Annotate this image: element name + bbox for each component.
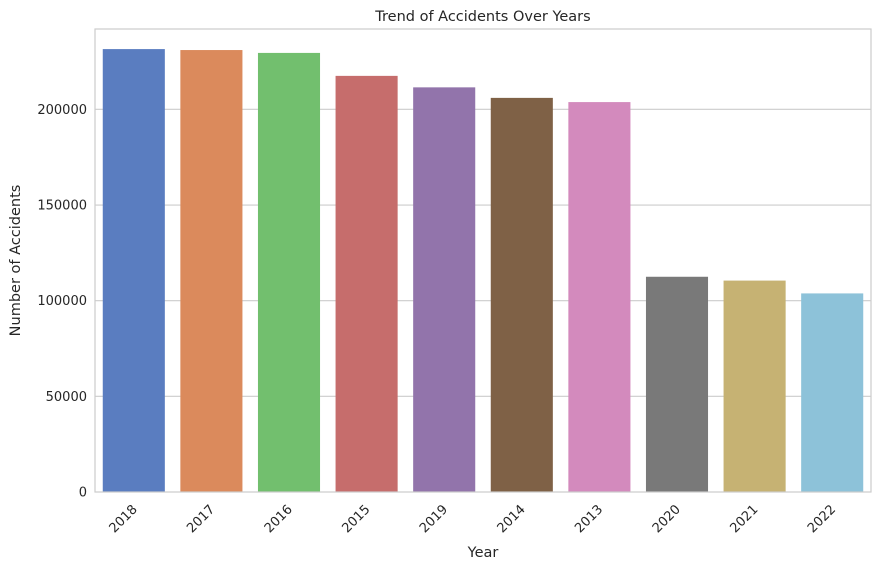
x-tick-label-2021: 2021 [727,502,761,536]
bar-2016 [257,52,321,493]
x-tick-label-2020: 2020 [650,502,684,536]
x-tick-label-2015: 2015 [339,502,373,536]
x-tick-label-2019: 2019 [417,502,451,536]
bar-2019 [413,87,476,492]
chart-title: Trend of Accidents Over Years [374,9,590,25]
y-tick-label: 100000 [37,294,87,309]
x-tick-labels: 2018 2017 2016 2015 2019 2014 2013 2020 2021 2022 [107,502,839,536]
bar-2013 [568,102,631,493]
bars [102,49,864,493]
x-tick-label-2018: 2018 [107,502,141,536]
y-tick-label: 0 [79,486,87,501]
y-axis-label: Number of Accidents [8,185,24,337]
y-tick-label: 50000 [46,390,87,405]
x-tick-label-2016: 2016 [262,502,296,536]
bar-2020 [645,276,709,492]
bar-2015 [335,75,398,493]
x-tick-label-2013: 2013 [572,502,606,536]
bar-2018 [102,49,165,493]
y-tick-label: 150000 [37,199,87,214]
bar-2014 [490,97,553,492]
y-tick-labels: 0 50000 100000 150000 200000 [37,103,87,501]
plot-frame [94,28,872,493]
bar-2021 [723,280,786,492]
x-tick-label-2014: 2014 [495,502,529,536]
y-tick-label: 200000 [37,103,87,118]
x-tick-label-2017: 2017 [184,502,218,536]
x-tick-label-2022: 2022 [805,502,839,536]
x-axis-label: Year [467,545,499,561]
bar-2022 [801,293,864,492]
bar-2017 [180,50,243,492]
